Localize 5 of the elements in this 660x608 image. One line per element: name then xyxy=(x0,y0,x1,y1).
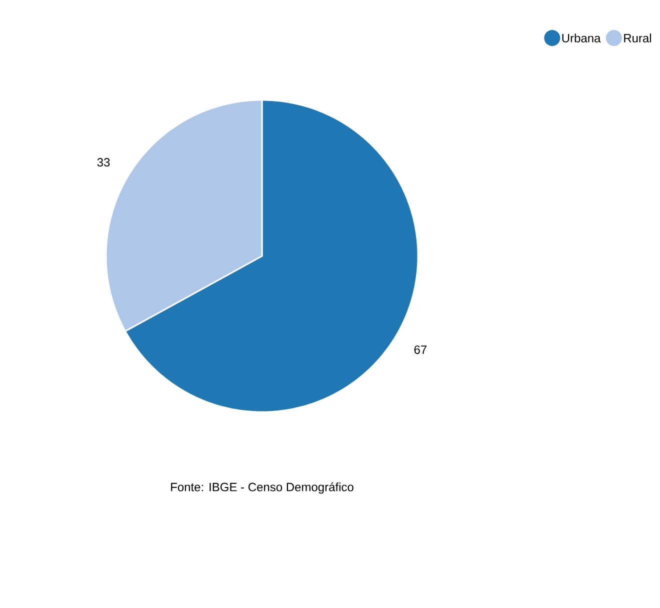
data-label: 33 xyxy=(97,158,110,167)
legend-label: Urbana xyxy=(562,34,601,42)
legend-label: Rural xyxy=(624,34,651,42)
data-label: 67 xyxy=(414,345,427,354)
source-note: Fonte: IBGE - Censo Demográfico xyxy=(171,482,354,494)
